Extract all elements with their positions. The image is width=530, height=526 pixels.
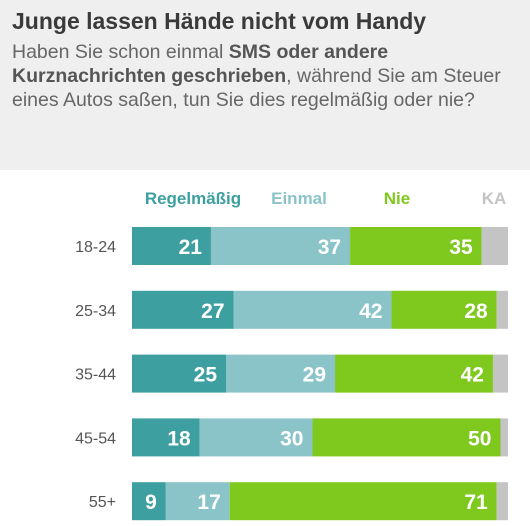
- data-label-nie-45-54: 50: [468, 427, 491, 450]
- bar-regelmaessig-25-34: [132, 290, 234, 329]
- bar-einmal-25-34: [233, 290, 392, 329]
- legend-nie: Nie: [384, 189, 410, 208]
- subtitle-part-2: , während Sie am Steuer eines Autos saße…: [12, 65, 501, 111]
- bar-nie-55: [229, 482, 497, 521]
- category-label-18-24: 18-24: [75, 239, 116, 256]
- data-label-einmal-18-24: 37: [318, 236, 341, 259]
- subtitle-part-1: Haben Sie schon einmal: [12, 41, 229, 63]
- legend-regelmaessig: Regelmäßig: [145, 189, 241, 208]
- category-label-45-54: 45-54: [75, 430, 116, 447]
- data-label-nie-35-44: 42: [461, 364, 484, 387]
- data-label-nie-55: 71: [464, 491, 488, 514]
- bar-einmal-45-54: [199, 418, 313, 457]
- legend-einmal: Einmal: [271, 189, 327, 208]
- bar-ka-25-34: [496, 290, 508, 329]
- chart-header: Junge lassen Hände nicht vom Handy Haben…: [0, 0, 530, 170]
- data-label-einmal-25-34: 42: [359, 300, 382, 323]
- subtitle-bold-part: SMS oder andere Kurznachrichten geschrie…: [12, 41, 389, 87]
- bar-einmal-18-24: [210, 227, 351, 265]
- bar-nie-18-24: [350, 227, 482, 265]
- category-label-35-44: 35-44: [75, 367, 116, 384]
- data-label-einmal-45-54: 30: [280, 427, 303, 450]
- category-label-55: 55+: [89, 494, 116, 511]
- chart-title: Junge lassen Hände nicht vom Handy: [12, 8, 427, 34]
- category-label-25-34: 25-34: [75, 303, 116, 320]
- data-label-einmal-55: 17: [197, 491, 220, 514]
- data-label-regelmaessig-18-24: 21: [179, 236, 203, 259]
- bar-nie-35-44: [335, 354, 493, 393]
- bar-ka-55: [496, 482, 508, 521]
- bar-ka-35-44: [492, 354, 508, 393]
- bar-regelmaessig-45-54: [132, 418, 200, 457]
- data-label-regelmaessig-35-44: 25: [194, 364, 218, 387]
- data-label-regelmaessig-25-34: 27: [201, 300, 224, 323]
- bar-regelmaessig-55: [132, 482, 166, 521]
- bar-regelmaessig-35-44: [132, 354, 226, 393]
- bar-ka-45-54: [500, 418, 508, 457]
- data-label-nie-18-24: 35: [449, 236, 473, 259]
- data-label-regelmaessig-55: 9: [145, 491, 157, 514]
- bar-regelmaessig-18-24: [132, 227, 211, 265]
- legend-ka: KA: [482, 189, 507, 208]
- data-label-regelmaessig-45-54: 18: [167, 427, 191, 450]
- data-label-nie-25-34: 28: [464, 300, 488, 323]
- bar-nie-25-34: [391, 290, 497, 329]
- data-label-einmal-35-44: 29: [303, 364, 326, 387]
- chart-subtitle: Haben Sie schon einmal SMS oder andere K…: [12, 40, 518, 112]
- bar-ka-18-24: [481, 227, 508, 265]
- bar-einmal-35-44: [226, 354, 336, 393]
- bar-einmal-55: [165, 482, 230, 521]
- bar-nie-45-54: [312, 418, 501, 457]
